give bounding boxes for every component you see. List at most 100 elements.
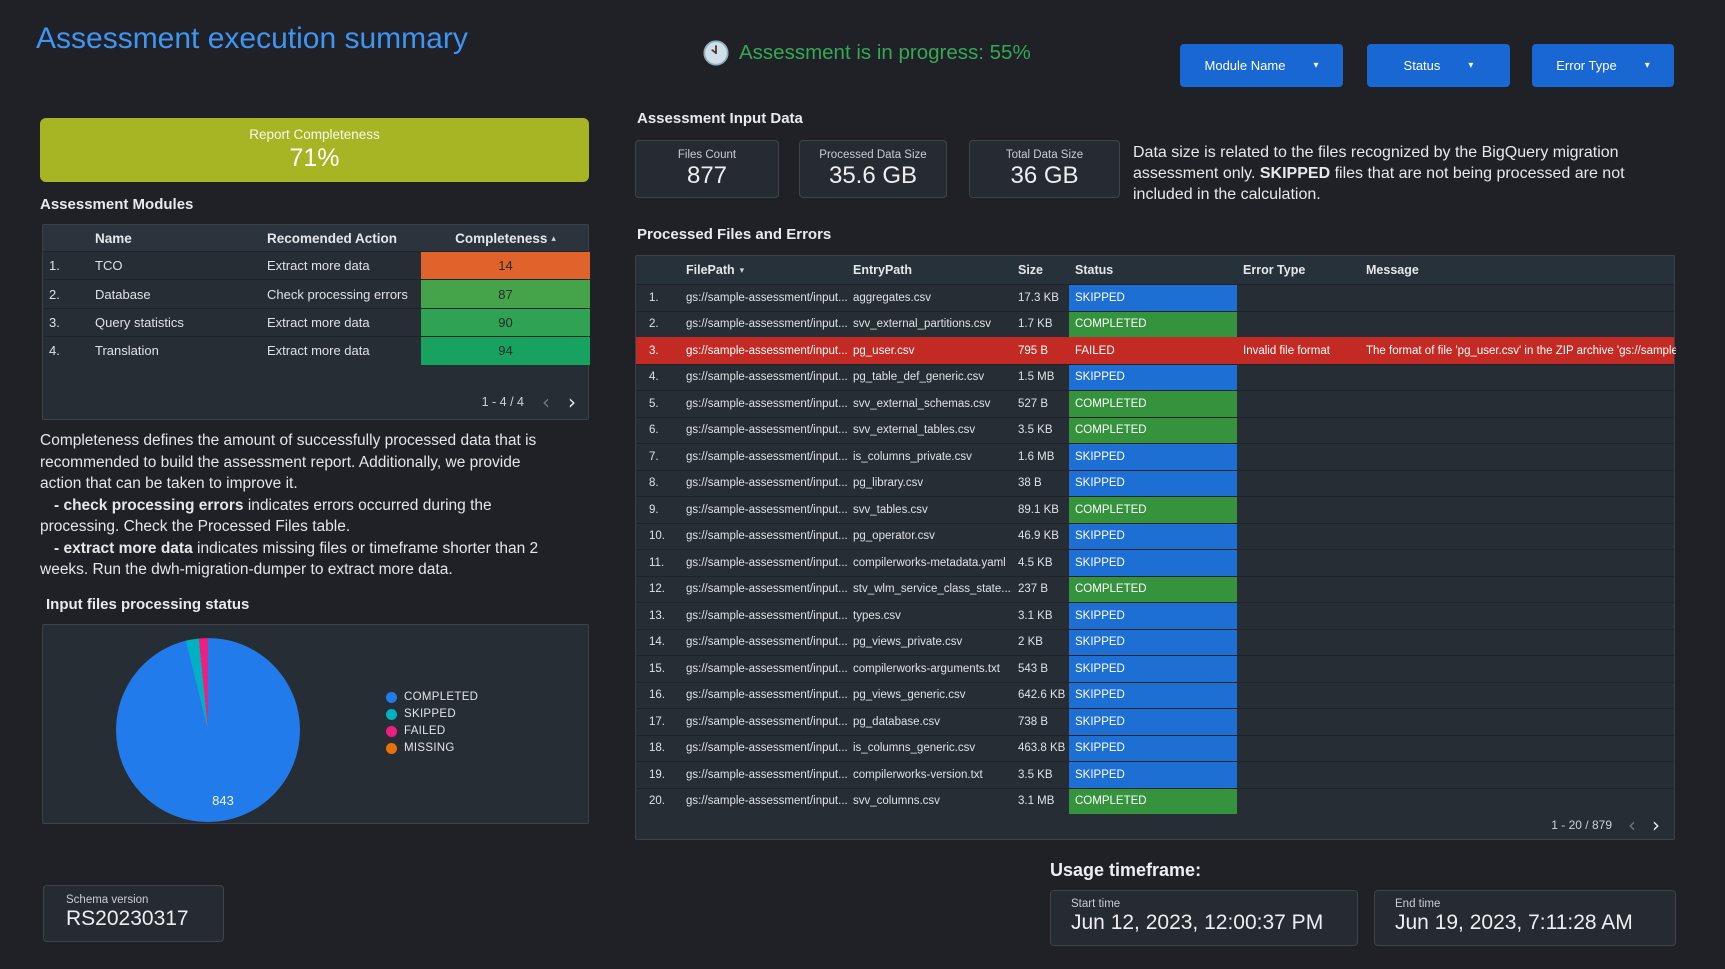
size-cell: 4.5 KB <box>1018 556 1053 569</box>
next-page-button[interactable]: › <box>1652 813 1660 837</box>
filter-dropdown-module-name[interactable]: Module Name ▾ <box>1180 44 1343 87</box>
filepath-cell: gs://sample-assessment/input... <box>686 477 847 490</box>
entrypath-cell: pg_database.csv <box>853 715 940 728</box>
size-cell: 738 B <box>1018 715 1049 728</box>
error-type-cell <box>1237 736 1360 762</box>
stat-label: Processed Data Size <box>819 148 927 161</box>
size-cell: 3.1 KB <box>1018 609 1053 622</box>
chevron-down-icon: ▾ <box>1644 60 1650 71</box>
error-type-cell <box>1237 630 1360 656</box>
message-cell <box>1360 497 1676 523</box>
table-row: 2. Database Check processing errors 87 <box>43 279 590 308</box>
pie-legend: COMPLETED SKIPPED FAILED MISSING <box>386 691 478 754</box>
files-count-card: Files Count 877 <box>635 140 779 198</box>
entrypath-cell: stv_wlm_service_class_state.... <box>853 583 1012 596</box>
filepath-cell: gs://sample-assessment/input... <box>686 768 847 781</box>
status-cell: COMPLETED <box>1069 311 1237 337</box>
stat-value: 36 GB <box>1010 161 1079 189</box>
message-cell <box>1360 391 1676 417</box>
filter-dropdown-error-type[interactable]: Error Type ▾ <box>1532 44 1674 87</box>
completeness-note: Completeness defines the amount of succe… <box>40 430 556 581</box>
entrypath-cell: pg_views_private.csv <box>853 636 963 649</box>
header-size[interactable]: Size <box>1018 263 1044 277</box>
entrypath-cell: pg_user.csv <box>853 344 915 357</box>
header-completeness-label: Completeness <box>455 230 548 246</box>
header-name[interactable]: Name <box>95 230 132 246</box>
error-type-cell <box>1237 312 1360 338</box>
files-table-body: 1. gs://sample-assessment/input... aggrega… <box>636 284 1676 815</box>
stat-label: Total Data Size <box>1005 148 1084 161</box>
status-cell: SKIPPED <box>1069 603 1237 629</box>
filepath-cell: gs://sample-assessment/input... <box>686 795 847 808</box>
header-completeness[interactable]: Completeness ▴ <box>421 225 590 251</box>
error-type-cell <box>1237 444 1360 470</box>
header-status[interactable]: Status <box>1075 263 1114 277</box>
page-range: 1 - 20 / 879 <box>1551 818 1612 832</box>
files-pagination: 1 - 20 / 879 ‹ › <box>1551 813 1660 837</box>
next-page-button[interactable]: › <box>568 390 576 414</box>
entrypath-cell: compilerworks-metadata.yaml <box>853 556 1006 569</box>
header-entrypath[interactable]: EntryPath <box>853 263 913 277</box>
pie-data-label: 843 <box>212 793 234 808</box>
schema-version-value: RS20230317 <box>66 907 189 930</box>
error-type-cell: Invalid file format <box>1243 344 1330 357</box>
data-size-note: Data size is related to the files recogn… <box>1133 142 1678 205</box>
filter-dropdown-status[interactable]: Status ▾ <box>1367 44 1510 87</box>
processed-files-table: FilePath ▾ EntryPath Size Status Error T… <box>635 255 1676 840</box>
row-number: 16. <box>649 689 665 702</box>
header-action[interactable]: Recomended Action <box>267 230 398 246</box>
files-section-heading: Processed Files and Errors <box>637 226 832 243</box>
prev-page-button[interactable]: ‹ <box>1628 813 1636 837</box>
module-name: Database <box>95 286 151 302</box>
completeness-cell: 87 <box>421 280 590 308</box>
module-action: Extract more data <box>267 343 370 359</box>
prev-page-button[interactable]: ‹ <box>542 390 550 414</box>
legend-label: FAILED <box>404 725 446 737</box>
module-action: Check processing errors <box>267 286 408 302</box>
header-message[interactable]: Message <box>1366 263 1419 277</box>
filepath-cell: gs://sample-assessment/input... <box>686 291 847 304</box>
row-number: 14. <box>649 636 665 649</box>
header-error-type[interactable]: Error Type <box>1243 263 1306 277</box>
completeness-cell: 90 <box>421 308 590 337</box>
entrypath-cell: pg_table_def_generic.csv <box>853 371 985 384</box>
table-row: 18. gs://sample-assessment/input... is_col… <box>636 734 1674 762</box>
entrypath-cell: is_columns_private.csv <box>853 450 972 463</box>
filepath-cell: gs://sample-assessment/input... <box>686 662 847 675</box>
entrypath-cell: svv_external_partitions.csv <box>853 318 992 331</box>
entrypath-cell: pg_operator.csv <box>853 530 935 543</box>
size-cell: 1.7 KB <box>1018 318 1053 331</box>
status-cell: SKIPPED <box>1069 629 1237 655</box>
note-text: indicates missing files or timeframe sho… <box>40 539 539 579</box>
status-cell: SKIPPED <box>1069 656 1237 682</box>
size-cell: 543 B <box>1018 662 1049 675</box>
message-cell <box>1360 630 1676 656</box>
schema-version-label: Schema version <box>66 894 149 906</box>
clock-icon <box>703 40 729 66</box>
filepath-cell: gs://sample-assessment/input... <box>686 689 847 702</box>
pie-chart <box>116 638 300 822</box>
message-cell <box>1360 789 1676 815</box>
error-type-cell <box>1237 762 1360 788</box>
filepath-cell: gs://sample-assessment/input... <box>686 530 847 543</box>
table-row: 12. gs://sample-assessment/input... stv_wl… <box>636 575 1674 602</box>
note-bullet: - check processing errors indicates erro… <box>40 495 556 538</box>
header-filepath[interactable]: FilePath ▾ <box>680 256 847 284</box>
filepath-cell: gs://sample-assessment/input... <box>686 371 847 384</box>
error-type-cell <box>1237 524 1360 550</box>
row-number: 13. <box>649 609 665 622</box>
stat-value: 35.6 GB <box>828 161 918 189</box>
size-cell: 463.8 KB <box>1018 742 1066 755</box>
table-row: 5. gs://sample-assessment/input... svv_ext… <box>636 390 1674 417</box>
status-cell: SKIPPED <box>1069 523 1237 549</box>
size-cell: 1.5 MB <box>1018 371 1055 384</box>
header-rownum <box>43 225 89 251</box>
filepath-cell: gs://sample-assessment/input... <box>686 503 847 516</box>
message-cell <box>1360 418 1676 444</box>
size-cell: 1.6 MB <box>1018 450 1055 463</box>
legend-item: SKIPPED <box>386 708 478 720</box>
entrypath-cell: svv_columns.csv <box>853 795 940 808</box>
module-name: TCO <box>95 258 123 274</box>
filepath-cell: gs://sample-assessment/input... <box>686 424 847 437</box>
entrypath-cell: pg_library.csv <box>853 477 924 490</box>
